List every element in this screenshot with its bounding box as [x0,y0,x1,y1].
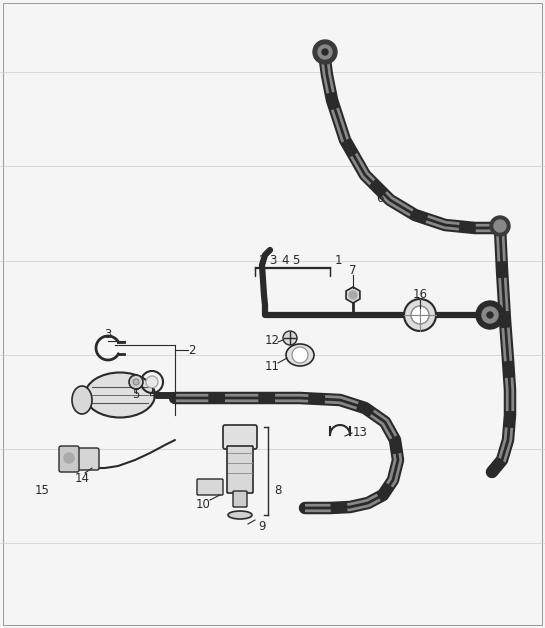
Circle shape [283,331,297,345]
Circle shape [487,312,493,318]
Text: 10: 10 [196,499,210,511]
FancyBboxPatch shape [197,479,223,495]
Ellipse shape [72,386,92,414]
Text: 1: 1 [334,254,342,268]
Circle shape [404,299,436,331]
Text: 15: 15 [34,484,50,497]
Text: 13: 13 [353,426,367,438]
Circle shape [64,453,74,463]
Text: 3: 3 [269,254,277,268]
Text: 5: 5 [292,254,300,268]
Text: 4: 4 [148,389,156,401]
Text: 14: 14 [75,472,89,484]
FancyBboxPatch shape [59,446,79,472]
Circle shape [146,376,158,388]
Text: 6: 6 [372,187,384,205]
FancyBboxPatch shape [227,446,253,493]
Text: 4: 4 [281,254,289,268]
Text: 2: 2 [258,254,266,268]
Text: 3: 3 [104,328,112,342]
Circle shape [411,306,429,324]
Circle shape [322,49,328,55]
Text: 8: 8 [274,484,282,497]
Circle shape [292,347,308,363]
Text: 16: 16 [413,288,427,301]
Circle shape [476,301,504,329]
FancyBboxPatch shape [233,491,247,507]
Circle shape [318,45,332,59]
Ellipse shape [286,344,314,366]
Text: 11: 11 [264,360,280,374]
Circle shape [133,379,139,385]
Text: 12: 12 [264,333,280,347]
Circle shape [490,216,510,236]
Circle shape [313,40,337,64]
Ellipse shape [228,511,252,519]
FancyBboxPatch shape [223,425,257,449]
Ellipse shape [85,372,155,418]
Circle shape [349,291,357,299]
Polygon shape [346,287,360,303]
Circle shape [482,307,498,323]
Text: 2: 2 [188,344,196,357]
Circle shape [129,375,143,389]
FancyBboxPatch shape [75,448,99,470]
Text: 5: 5 [132,389,140,401]
Text: 7: 7 [349,264,357,276]
Circle shape [494,220,506,232]
Text: 9: 9 [258,521,266,534]
